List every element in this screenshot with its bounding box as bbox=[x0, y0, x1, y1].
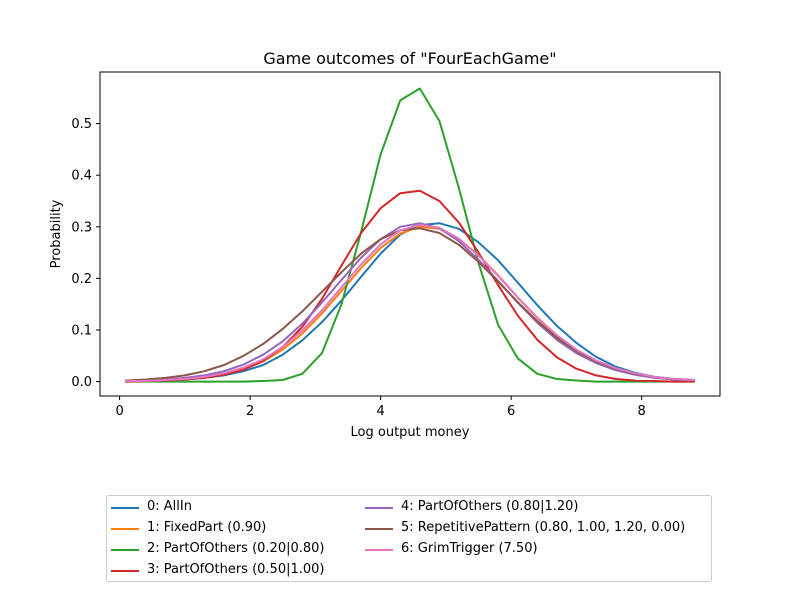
legend-swatch bbox=[365, 528, 393, 530]
x-tick-label: 8 bbox=[638, 404, 646, 419]
legend-label: 4: PartOfOthers (0.80|1.20) bbox=[401, 499, 579, 514]
legend-label: 6: GrimTrigger (7.50) bbox=[401, 541, 538, 556]
legend-label: 5: RepetitivePattern (0.80, 1.00, 1.20, … bbox=[401, 520, 686, 535]
x-tick-label: 2 bbox=[246, 404, 254, 419]
x-axis-ticks: 0 2 4 6 8 bbox=[115, 396, 646, 419]
x-tick-label: 0 bbox=[115, 404, 123, 419]
x-axis-label: Log output money bbox=[351, 425, 470, 440]
y-tick-label: 0.5 bbox=[71, 117, 92, 132]
legend-label: 0: AllIn bbox=[147, 499, 192, 514]
chart-title: Game outcomes of "FourEachGame" bbox=[263, 49, 556, 68]
series-line-4 bbox=[125, 222, 695, 382]
legend-label: 1: FixedPart (0.90) bbox=[147, 520, 267, 535]
legend-swatch bbox=[111, 570, 139, 572]
series-line-3 bbox=[125, 189, 695, 383]
legend-swatch bbox=[365, 507, 393, 509]
legend-label: 2: PartOfOthers (0.20|0.80) bbox=[147, 541, 325, 556]
y-axis-ticks: 0.0 0.1 0.2 0.3 0.4 0.5 bbox=[71, 117, 100, 390]
legend-swatch bbox=[365, 549, 393, 551]
y-tick-label: 0.0 bbox=[71, 375, 92, 390]
plot-area bbox=[99, 71, 721, 397]
x-tick-label: 6 bbox=[507, 404, 515, 419]
legend-swatch bbox=[111, 549, 139, 551]
series-line-2 bbox=[125, 87, 695, 383]
legend-swatch bbox=[111, 507, 139, 509]
legend-swatch bbox=[111, 528, 139, 530]
y-tick-label: 0.2 bbox=[71, 272, 92, 287]
legend: 0: AllIn 1: FixedPart (0.90) 2: PartOfOthe… bbox=[106, 495, 712, 582]
legend-label: 3: PartOfOthers (0.50|1.00) bbox=[147, 562, 325, 577]
series-layer bbox=[125, 87, 695, 383]
series-line-6 bbox=[125, 223, 695, 382]
series-line-0 bbox=[125, 222, 695, 383]
y-tick-label: 0.3 bbox=[71, 220, 92, 235]
series-line-1 bbox=[125, 225, 695, 382]
y-tick-label: 0.1 bbox=[71, 323, 92, 338]
y-tick-label: 0.4 bbox=[71, 169, 92, 184]
y-axis-label: Probability bbox=[49, 199, 64, 268]
x-tick-label: 4 bbox=[376, 404, 384, 419]
series-line-5 bbox=[125, 227, 695, 382]
